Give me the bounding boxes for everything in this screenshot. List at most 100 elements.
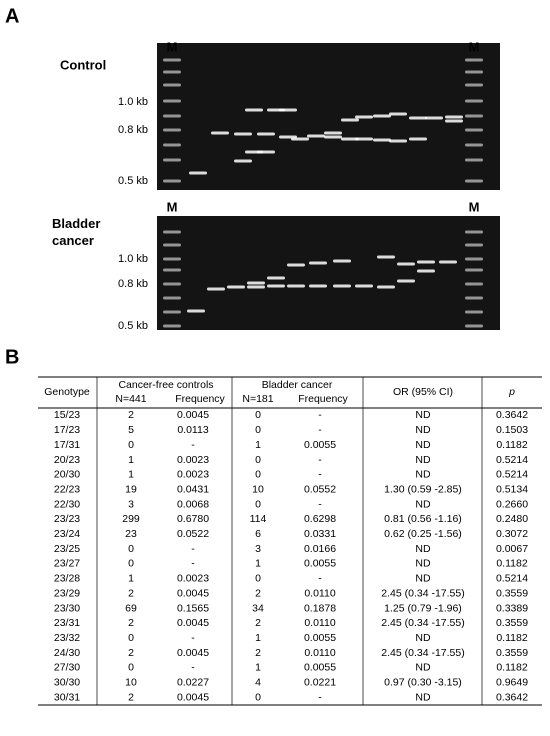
table-cell: 22/30 <box>54 498 80 510</box>
table-cell: 3 <box>255 543 261 555</box>
table-cell: 4 <box>255 677 261 689</box>
gel-band <box>247 281 265 285</box>
gel-title: Bladder cancer <box>52 216 101 248</box>
table-cell: 1 <box>128 573 134 585</box>
gel-band <box>309 284 327 288</box>
gel-band <box>341 137 359 141</box>
table-cell: 0.1182 <box>496 662 527 674</box>
table-cell: 0.2480 <box>496 513 528 525</box>
table-cell: 0.0110 <box>304 617 335 629</box>
gel-band <box>465 282 483 286</box>
gel-band <box>163 99 181 103</box>
gel-band <box>465 99 483 103</box>
table-cell: 0 <box>255 498 261 510</box>
gel-band <box>211 131 229 135</box>
table-cell: 2 <box>128 587 134 599</box>
table-cell: 0.0023 <box>177 469 209 481</box>
gel-band <box>324 131 342 135</box>
gel-band <box>377 285 395 289</box>
gel-band <box>465 179 483 183</box>
table-cell: 0.0522 <box>177 528 209 540</box>
table-cell: 23/29 <box>54 587 80 599</box>
table-cell: 0.0431 <box>177 483 209 495</box>
table-cell: 1.25 (0.79 -1.96) <box>384 602 462 614</box>
table-cell: 3 <box>128 498 134 510</box>
gel-band <box>287 263 305 267</box>
gel-band <box>307 134 325 138</box>
gel-title: Control <box>60 57 106 72</box>
table-cell: 0.0045 <box>177 587 209 599</box>
table-cell: 0.9649 <box>496 677 528 689</box>
table-cell: ND <box>415 691 431 703</box>
table-cell: 0.0023 <box>177 573 209 585</box>
table-cell: 0.5214 <box>496 454 528 466</box>
column-header: Frequency <box>298 393 348 405</box>
column-header: Genotype <box>44 386 90 398</box>
table-cell: 0.0055 <box>304 632 336 644</box>
gel-image <box>157 43 500 190</box>
table-cell: 0.0045 <box>177 691 209 703</box>
table-cell: 0.0227 <box>177 677 209 689</box>
table-cell: ND <box>415 632 431 644</box>
gel-band <box>245 108 263 112</box>
table-cell: 0.97 (0.30 -3.15) <box>384 677 462 689</box>
table-cell: 0.3559 <box>496 617 528 629</box>
gel-band <box>227 285 245 289</box>
gel-band <box>445 115 463 119</box>
table-cell: 0 <box>255 469 261 481</box>
gel-band <box>234 159 252 163</box>
gel-band <box>247 285 265 289</box>
table-cell: ND <box>415 424 431 436</box>
table-cell: 20/23 <box>54 454 80 466</box>
table-cell: - <box>318 454 322 466</box>
table-cell: - <box>191 632 195 644</box>
table-cell: - <box>191 558 195 570</box>
gel-band <box>355 137 373 141</box>
gel-band <box>465 230 483 234</box>
marker-label: M <box>167 39 178 54</box>
table-cell: 34 <box>252 602 264 614</box>
gel-band <box>163 58 181 62</box>
table-cell: 0.0552 <box>304 483 336 495</box>
panel-label: B <box>5 346 19 368</box>
table-cell: 0.3559 <box>496 647 528 659</box>
table-cell: 0.0166 <box>304 543 336 555</box>
table-cell: 0.0045 <box>177 617 209 629</box>
size-label: 1.0 kb <box>118 96 148 108</box>
table-cell: 15/23 <box>54 409 80 421</box>
gel-band <box>163 230 181 234</box>
table-cell: 24/30 <box>54 647 80 659</box>
table-cell: 0.6298 <box>304 513 336 525</box>
column-header: p <box>508 386 515 398</box>
table-cell: 2 <box>255 617 261 629</box>
table-cell: ND <box>415 662 431 674</box>
table-cell: 0.0221 <box>304 677 336 689</box>
gel-band <box>355 284 373 288</box>
table-cell: 10 <box>252 483 264 495</box>
gel-band <box>163 143 181 147</box>
gel-band <box>257 150 275 154</box>
table-cell: - <box>318 498 322 510</box>
table-cell: 0.1878 <box>304 602 336 614</box>
table-cell: 0 <box>255 454 261 466</box>
gel-band <box>291 137 309 141</box>
table-cell: 0.5214 <box>496 573 528 585</box>
table-cell: 19 <box>125 483 137 495</box>
gel-band <box>409 137 427 141</box>
table-cell: 1.30 (0.59 -2.85) <box>384 483 462 495</box>
column-header: Cancer-free controls <box>118 379 213 391</box>
gel-band <box>417 269 435 273</box>
gel-band <box>377 255 395 259</box>
table-cell: 1 <box>255 662 261 674</box>
gel-band <box>267 276 285 280</box>
table-cell: 0.5214 <box>496 469 528 481</box>
gel-band <box>465 70 483 74</box>
gel-band <box>445 119 463 123</box>
table-cell: 2 <box>128 409 134 421</box>
gel-image <box>157 216 500 330</box>
gel-band <box>257 132 275 136</box>
panel-label: A <box>5 5 19 27</box>
table-cell: 299 <box>122 513 140 525</box>
table-cell: 0.0055 <box>304 662 336 674</box>
table-cell: 0.3072 <box>496 528 528 540</box>
